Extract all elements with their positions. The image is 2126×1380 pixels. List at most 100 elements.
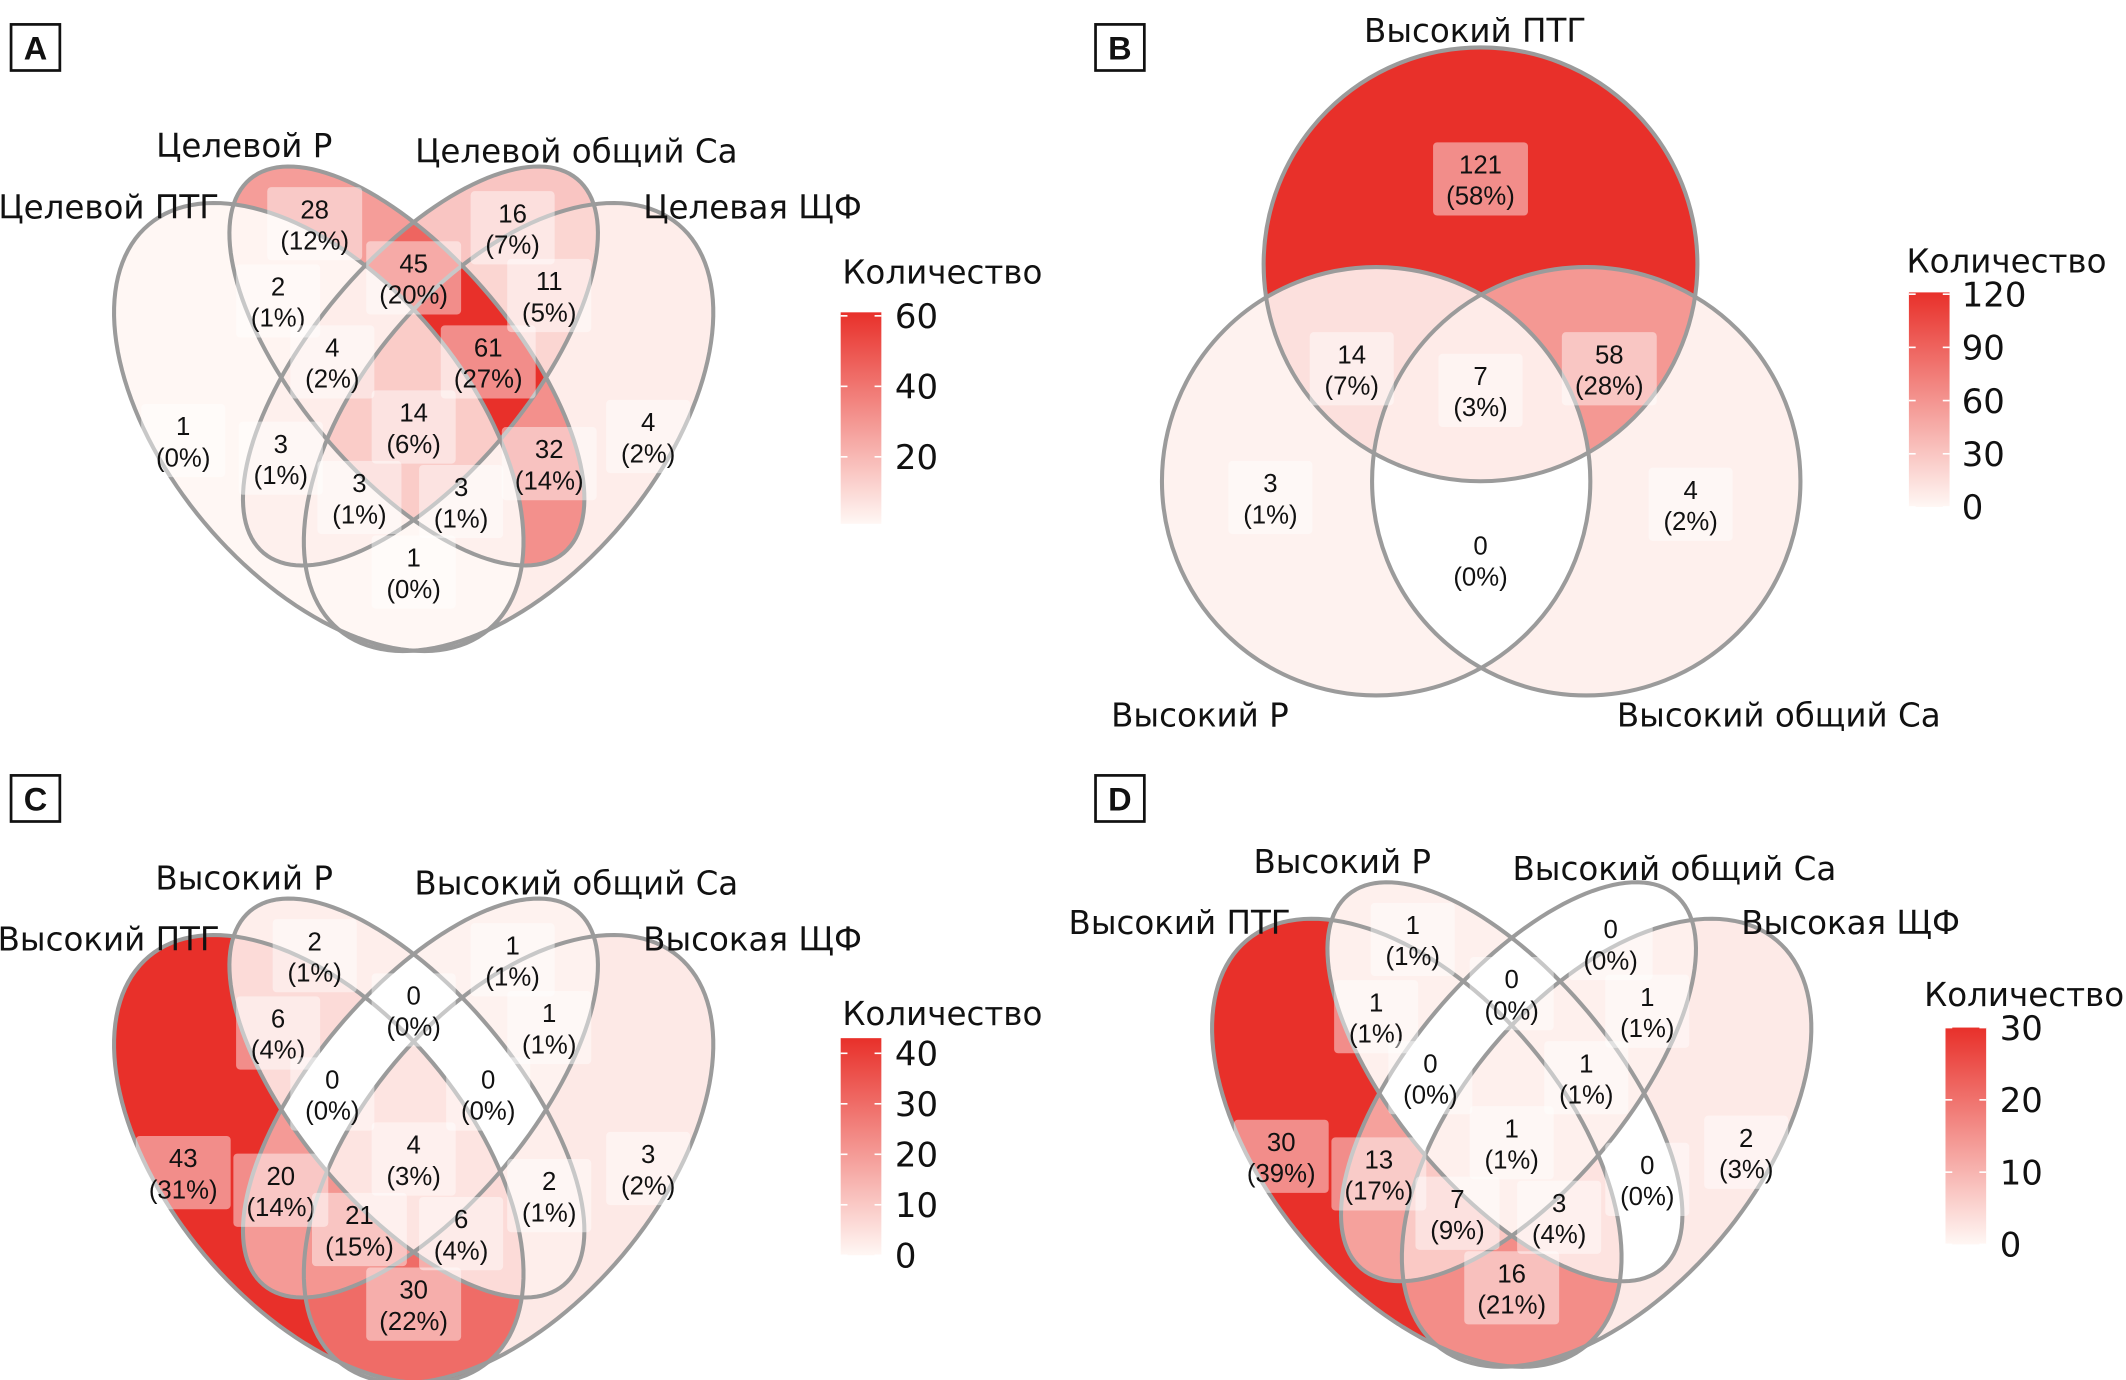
region-count: 0 [1603, 916, 1617, 944]
panel-letter: D [1094, 774, 1146, 823]
region-count: 14 [399, 400, 428, 428]
region-count: 4 [1683, 477, 1697, 505]
label-background [1438, 353, 1523, 428]
region-label: 61 (27%) [440, 325, 536, 399]
label-background [290, 325, 375, 399]
label-background [1370, 902, 1455, 977]
label-background [1309, 332, 1394, 406]
panel-a: 1 (0%) 28 (12%) 16 (7%) 4 (2%) 2 (1%) 45 (20%) 11 (5%… [0, 23, 1042, 654]
label-background [233, 1153, 329, 1227]
region-percent: (17%) [1345, 1178, 1414, 1206]
svg-text:D: D [1108, 782, 1131, 818]
region-count: 1 [542, 1000, 556, 1028]
region-count: 2 [542, 1168, 556, 1196]
region-label: 0 (0%) [371, 973, 456, 1047]
legend-tick-label: 30 [895, 1085, 938, 1124]
region-percent: (0%) [1403, 1081, 1457, 1109]
set-outline-0 [1261, 45, 1700, 484]
region-percent: (2%) [1663, 508, 1717, 536]
label-background [311, 1192, 407, 1267]
set-label: Высокий Р [1111, 697, 1289, 735]
legend-tick-label: 20 [895, 1135, 938, 1174]
region-count: 13 [1365, 1147, 1394, 1175]
label-background [1331, 1137, 1427, 1211]
region-percent: (4%) [434, 1237, 488, 1265]
set-outline-0 [112, 200, 526, 654]
region-percent: (1%) [1349, 1020, 1403, 1048]
legend-tick-label: 40 [895, 1035, 938, 1074]
region-count: 2 [308, 928, 322, 956]
region-percent: (0%) [156, 444, 210, 472]
region-count: 1 [505, 932, 519, 960]
set-label: Целевой Р [156, 127, 332, 165]
legend-tick-label: 10 [2000, 1153, 2043, 1192]
legend-colorbar [1945, 1027, 1987, 1245]
set-label: Высокий общий Ca [1617, 697, 1941, 735]
region-label: 4 (3%) [371, 1122, 456, 1196]
label-background [236, 264, 321, 338]
region-count: 7 [1450, 1186, 1464, 1214]
region-label: 0 (0%) [1388, 1041, 1473, 1115]
color-legend: Количество 0 10 20 30 [1924, 976, 2124, 1265]
legend-tick-label: 10 [895, 1186, 938, 1225]
region-count: 1 [1369, 989, 1383, 1017]
region-label: 7 (3%) [1438, 353, 1523, 428]
region-label: 28 (12%) [267, 187, 363, 261]
region-label: 45 (20%) [366, 241, 462, 315]
region-count: 1 [407, 545, 421, 573]
label-background [371, 1122, 456, 1196]
legend-tick-label: 40 [895, 368, 938, 407]
region-label: 20 (14%) [233, 1153, 329, 1227]
label-background [606, 1131, 691, 1206]
region-percent: (4%) [251, 1037, 305, 1065]
region-count: 121 [1459, 152, 1502, 180]
set-label: Высокий Р [155, 859, 333, 897]
label-background [1464, 1251, 1560, 1325]
region-percent: (0%) [1620, 1183, 1674, 1211]
region-label: 16 (7%) [470, 191, 555, 265]
region-percent: (6%) [386, 431, 440, 459]
region-percent: (58%) [1446, 183, 1515, 211]
region-count: 30 [399, 1277, 428, 1305]
legend-title: Количество [1907, 242, 2107, 280]
panel-letter: C [9, 774, 62, 823]
label-background [371, 390, 456, 464]
region-label: 1 (1%) [470, 923, 555, 997]
region-percent: (1%) [254, 462, 308, 490]
region-count: 0 [1473, 532, 1487, 560]
set-outline-1 [227, 896, 587, 1300]
region-label: 0 (0%) [1605, 1142, 1690, 1216]
label-background [1469, 1106, 1554, 1180]
region-percent: (0%) [386, 576, 440, 604]
region-percent: (1%) [332, 501, 386, 529]
region-count: 3 [352, 470, 366, 498]
region-label: 121 (58%) [1433, 142, 1528, 216]
region-count: 1 [1579, 1050, 1593, 1078]
region-label: 30 (22%) [366, 1267, 462, 1341]
region-label: 2 (1%) [236, 264, 321, 338]
legend-colorbar [840, 312, 882, 524]
region-percent: (0%) [1583, 947, 1637, 975]
region-count: 3 [1552, 1190, 1566, 1218]
region-percent: (22%) [379, 1308, 448, 1336]
region-label: 3 (1%) [1228, 460, 1313, 535]
region-fills [1161, 47, 1801, 696]
region-label: 3 (2%) [606, 1131, 691, 1206]
label-background [1433, 142, 1528, 216]
venn-region-fill [1372, 267, 1801, 696]
label-background [1228, 460, 1313, 535]
region-label: 32 (14%) [501, 427, 597, 501]
set-label: Целевая ЩФ [643, 188, 862, 226]
label-background [1388, 1041, 1473, 1115]
region-count: 16 [498, 200, 527, 228]
label-background [1605, 974, 1690, 1048]
region-count: 58 [1595, 341, 1624, 369]
region-label: 1 (1%) [1370, 902, 1455, 977]
region-count: 4 [407, 1132, 421, 1160]
region-percent: (1%) [1559, 1081, 1613, 1109]
set-outline-3 [301, 932, 716, 1380]
set-label: Высокий ПТГ [0, 920, 220, 958]
set-outline-3 [1399, 916, 1814, 1369]
region-percent: (4%) [1532, 1221, 1586, 1249]
legend-tick-label: 0 [2000, 1226, 2022, 1265]
